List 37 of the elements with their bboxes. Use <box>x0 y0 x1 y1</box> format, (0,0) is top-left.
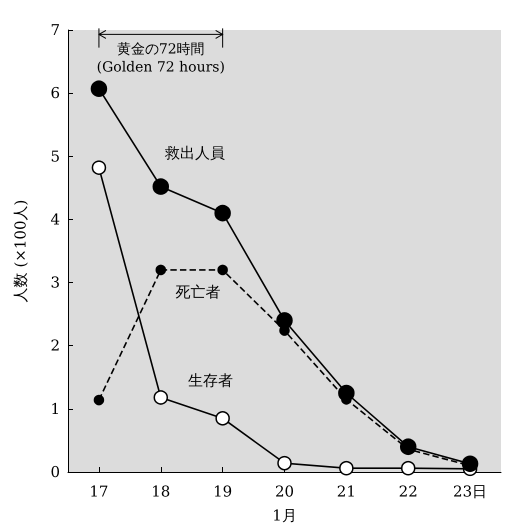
y-tick-label: 2 <box>50 336 60 355</box>
point <box>400 438 416 455</box>
x-tick-label: 21 <box>336 482 356 500</box>
point <box>462 456 478 472</box>
point <box>94 394 104 406</box>
series-label: 死亡者 <box>175 283 220 302</box>
point <box>400 460 416 476</box>
y-tick-label: 7 <box>50 21 60 39</box>
y-tick-label: 5 <box>50 147 60 166</box>
y-tick-label: 4 <box>50 210 60 228</box>
y-tick-label: 1 <box>50 400 60 418</box>
point <box>277 456 292 470</box>
annotation: 黄金の72時間 (Golden 72 hours) <box>96 41 225 76</box>
x-tick-label: 19 <box>213 482 232 500</box>
point <box>276 312 293 329</box>
x-tick-label: 20 <box>274 482 294 500</box>
x-axis-title: 1月 <box>272 506 297 524</box>
point <box>154 390 168 405</box>
y-tick-label: 0 <box>50 463 60 481</box>
point <box>339 460 354 476</box>
point <box>156 264 166 276</box>
point <box>214 204 231 222</box>
y-axis-title: 人数 (×100人) <box>12 200 30 302</box>
series-label: 生存者 <box>188 371 233 390</box>
series-label: 救出人員 <box>164 144 225 162</box>
x-tick-label: 22 <box>398 482 418 500</box>
point <box>338 384 355 402</box>
y-tick-label: 6 <box>50 84 60 102</box>
y-tick-label: 3 <box>50 274 60 292</box>
point <box>92 160 106 175</box>
x-tick-label: 18 <box>151 482 170 500</box>
point <box>215 411 230 426</box>
x-tick-label: 23日 <box>453 482 488 500</box>
x-tick-label: 17 <box>89 482 108 500</box>
point <box>90 80 108 97</box>
point <box>152 178 170 195</box>
point <box>217 264 228 276</box>
